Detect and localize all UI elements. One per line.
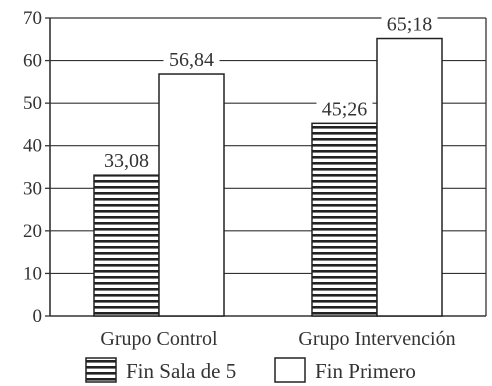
y-tick-label: 40 [23, 136, 42, 157]
data-label: 45;26 [322, 98, 368, 120]
data-label: 56,84 [169, 49, 214, 71]
y-tick-label: 10 [23, 263, 42, 284]
data-labels: 33,08 56,84 45;26 65;18 [98, 14, 438, 172]
y-axis: 0 10 20 30 40 50 60 70 [23, 8, 50, 327]
legend-swatch [85, 357, 117, 383]
legend: Fin Sala de 5 Fin Primero [85, 357, 416, 383]
bars [93, 37, 443, 317]
data-label-background [316, 99, 373, 118]
x-tick-label: Grupo Intervención [298, 328, 455, 350]
bar [158, 73, 225, 317]
legend-swatch [274, 357, 306, 383]
x-axis: Grupo Control Grupo Intervención [100, 328, 455, 350]
bar [311, 122, 378, 317]
data-label-background [163, 50, 220, 69]
y-tick-label: 30 [23, 178, 42, 199]
bar [93, 174, 160, 317]
y-tick-label: 50 [23, 93, 42, 114]
data-label: 33,08 [104, 150, 149, 172]
legend-label: Fin Primero [315, 359, 416, 383]
y-tick-label: 70 [23, 8, 42, 29]
data-label: 65;18 [387, 14, 433, 36]
y-tick-label: 60 [23, 51, 42, 72]
x-tick-label: Grupo Control [100, 328, 218, 350]
legend-label: Fin Sala de 5 [126, 359, 236, 383]
y-tick-label: 20 [23, 221, 42, 242]
y-tick-label: 0 [33, 306, 43, 327]
data-label-background [381, 14, 438, 33]
bar [376, 37, 443, 317]
data-label-background [98, 151, 155, 170]
